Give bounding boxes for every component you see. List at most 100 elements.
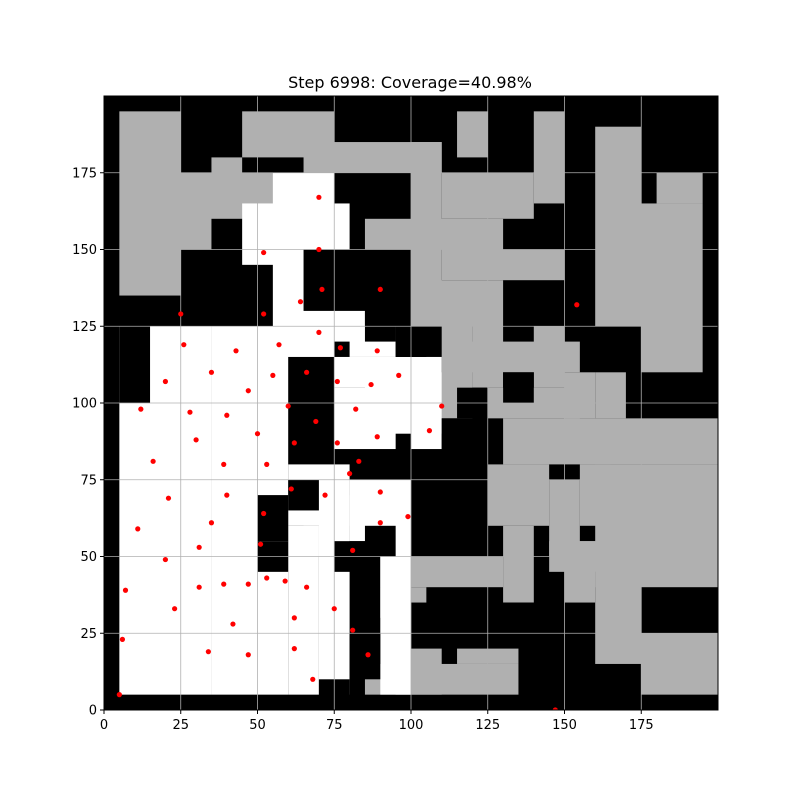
obstacle-block-7 xyxy=(349,633,381,680)
y-tick-label: 175 xyxy=(72,166,97,181)
x-axis: 0 25 50 75 100 125 150 175 xyxy=(100,710,654,733)
covered-region-7 xyxy=(242,203,289,265)
agent-point xyxy=(276,342,282,348)
x-tick-label: 150 xyxy=(552,718,577,733)
agent-point xyxy=(208,369,215,375)
x-tick-label: 75 xyxy=(326,718,343,733)
agent-point xyxy=(245,388,251,394)
x-tick-label: 125 xyxy=(475,718,500,733)
obstacle-block-13 xyxy=(441,418,488,450)
agent-point xyxy=(347,471,353,477)
agent-point xyxy=(291,440,297,446)
unexplored-region-23 xyxy=(503,525,534,603)
agent-point xyxy=(261,510,267,517)
agent-point xyxy=(264,575,270,581)
agent-point xyxy=(368,381,374,388)
agent-point xyxy=(365,652,371,658)
agent-point xyxy=(304,584,310,590)
y-tick-label: 150 xyxy=(72,243,97,258)
agent-point xyxy=(224,412,230,418)
agent-point xyxy=(288,486,294,492)
y-tick-label: 125 xyxy=(72,320,97,335)
agent-point xyxy=(322,492,328,498)
agent-point xyxy=(316,329,322,335)
agent-point xyxy=(356,458,362,464)
agent-point xyxy=(138,406,144,412)
agent-point xyxy=(304,369,310,375)
covered-region-12 xyxy=(411,418,442,450)
agent-point xyxy=(165,495,172,501)
agent-point xyxy=(377,489,383,495)
agent-point xyxy=(172,606,178,612)
y-axis: 0 25 50 75 100 125 150 175 xyxy=(72,166,104,719)
agent-point xyxy=(150,458,156,464)
unexplored-region-34 xyxy=(641,203,703,250)
covered-region-2 xyxy=(288,525,319,695)
chart-title: Step 6998: Coverage=40.98% xyxy=(288,73,532,92)
grid-lines xyxy=(104,96,718,710)
agent-point xyxy=(334,440,340,446)
x-tick-label: 100 xyxy=(399,718,424,733)
unexplored-region-18 xyxy=(595,372,626,419)
agent-point xyxy=(254,431,261,437)
unexplored-region-30 xyxy=(595,571,642,664)
y-tick-label: 0 xyxy=(89,704,97,719)
agent-point xyxy=(245,581,251,587)
agent-point xyxy=(162,378,168,385)
x-tick-label: 50 xyxy=(249,718,266,733)
unexplored-region-33 xyxy=(595,126,642,250)
agent-point xyxy=(377,520,383,526)
agent-point xyxy=(119,636,126,642)
agent-point xyxy=(181,342,187,348)
agent-point xyxy=(316,194,322,200)
y-tick-label: 75 xyxy=(80,473,97,488)
unexplored-region-10 xyxy=(411,280,504,327)
agent-point xyxy=(574,302,580,308)
y-tick-label: 100 xyxy=(72,397,97,412)
agent-point xyxy=(162,556,168,563)
x-tick-label: 25 xyxy=(172,718,189,733)
agents-layer xyxy=(116,194,580,710)
y-tick-label: 25 xyxy=(80,627,97,642)
agent-point xyxy=(374,348,380,354)
agent-point xyxy=(316,246,322,253)
agent-point xyxy=(193,437,199,443)
unexplored-region-16 xyxy=(503,418,718,465)
obstacle-block-0 xyxy=(119,326,151,403)
unexplored-region-38 xyxy=(457,111,488,158)
unexplored-region-35 xyxy=(656,172,703,204)
agent-point xyxy=(264,461,270,467)
unexplored-region-19 xyxy=(487,464,550,526)
agent-point xyxy=(205,649,211,655)
agent-point xyxy=(233,348,239,354)
agent-point xyxy=(337,345,343,351)
agent-point xyxy=(552,707,558,710)
covered-region-5 xyxy=(380,479,411,695)
agent-point xyxy=(331,606,337,612)
covered-region-13 xyxy=(334,356,396,388)
agent-point xyxy=(116,692,122,698)
agent-point xyxy=(291,615,297,621)
agent-point xyxy=(334,378,340,385)
agent-point xyxy=(291,646,297,652)
obstacle-block-2 xyxy=(257,495,289,542)
agent-point xyxy=(221,461,227,467)
agent-point xyxy=(122,587,129,593)
agent-point xyxy=(310,676,316,682)
agent-point xyxy=(270,372,276,378)
unexplored-region-39 xyxy=(533,111,565,204)
unexplored-region-3 xyxy=(211,157,243,204)
y-tick-label: 50 xyxy=(80,550,97,565)
agent-point xyxy=(374,434,380,440)
obstacle-block-15 xyxy=(503,372,534,403)
agent-point xyxy=(221,581,227,587)
unexplored-region-14 xyxy=(457,341,580,373)
agent-point xyxy=(178,311,184,317)
unexplored-region-8 xyxy=(364,218,504,250)
x-tick-label: 175 xyxy=(629,718,654,733)
covered-region-16 xyxy=(395,372,442,419)
agent-point xyxy=(297,299,304,305)
agent-point xyxy=(350,627,356,633)
agent-point xyxy=(439,403,445,409)
agent-point xyxy=(405,513,411,520)
